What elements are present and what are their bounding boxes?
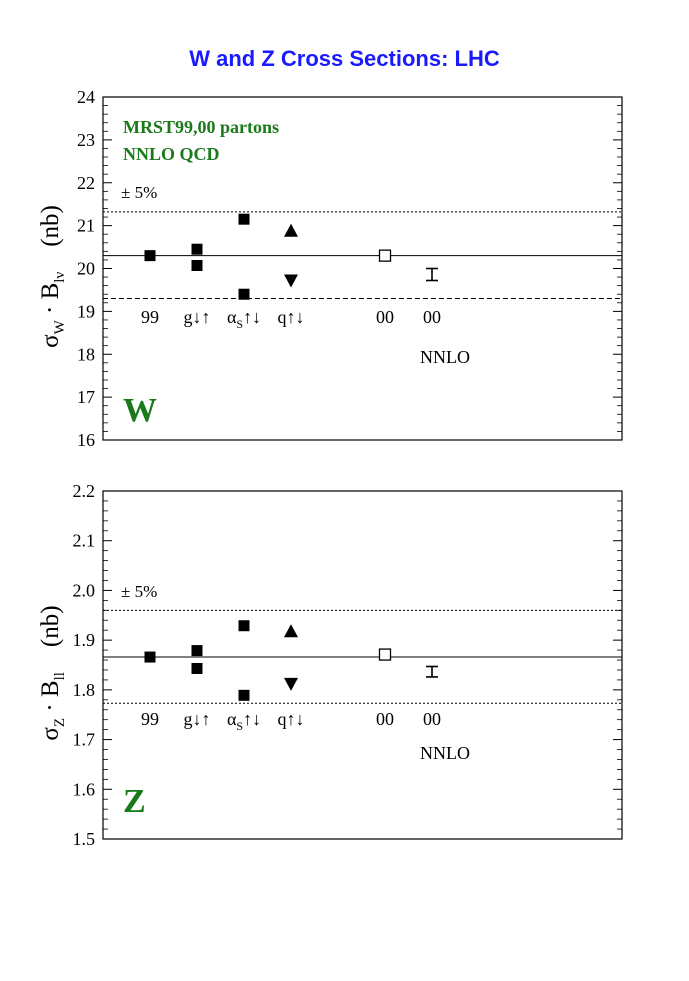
y-axis-label: σZ · Bll (nb)	[37, 605, 68, 740]
data-point-triangle-down	[284, 677, 298, 691]
annotation-text: NNLO QCD	[123, 144, 220, 164]
category-label: αS↑↓	[227, 307, 261, 331]
error-bar	[426, 267, 438, 282]
category-label: q↑↓	[278, 709, 305, 729]
y-tick-label: 22	[77, 173, 95, 193]
page-title: W and Z Cross Sections: LHC	[189, 46, 500, 71]
data-point-triangle-up	[284, 624, 298, 638]
data-point-square	[144, 250, 156, 262]
y-tick-label: 18	[77, 344, 95, 364]
plot-frame	[102, 490, 623, 840]
y-tick-label: 1.9	[73, 630, 96, 650]
y-tick-label: 24	[77, 87, 95, 107]
category-label: 99	[141, 709, 159, 729]
data-point-triangle-down	[284, 274, 298, 288]
panel-label: W	[123, 392, 157, 429]
y-tick-label: 2.0	[73, 580, 96, 600]
band-label: ± 5%	[121, 183, 157, 202]
y-tick-label: 1.8	[73, 680, 96, 700]
data-point-open-square	[378, 648, 392, 661]
data-point-square	[238, 689, 250, 701]
category-label: 00	[423, 709, 441, 729]
panel-Z: 1.5 1.6 1.7 1.8 1.9 2.0 2.1 2.2 ± 5% Z 99 g↓↑ αS↑↓ q↑…	[37, 481, 623, 849]
category-sublabel: NNLO	[420, 347, 470, 367]
y-tick-label: 19	[77, 301, 95, 321]
y-tick-label: 23	[77, 130, 95, 150]
data-point-square	[238, 213, 250, 225]
panel-W: 16 17 18 19 20 21 22 23 24 ± 5% MRST99,00 partons N…	[37, 87, 623, 450]
y-tick-label: 16	[77, 430, 95, 450]
data-point-square	[191, 662, 203, 674]
data-point-triangle-up	[284, 223, 298, 237]
y-tick-label: 1.7	[73, 730, 96, 750]
y-tick-label: 2.1	[73, 531, 96, 551]
category-label: 00	[376, 709, 394, 729]
category-label: g↓↑	[184, 709, 211, 729]
y-tick-label: 20	[77, 259, 95, 279]
data-point-square	[144, 651, 156, 663]
y-axis-label: σW · Blν (nb)	[37, 205, 68, 348]
y-tick-label: 2.2	[73, 481, 96, 501]
category-label: g↓↑	[184, 307, 211, 327]
data-point-square	[238, 288, 250, 300]
y-tick-label: 17	[77, 387, 95, 407]
error-bar	[426, 665, 438, 678]
data-point-open-square	[378, 249, 392, 262]
category-label: 00	[376, 307, 394, 327]
category-label: αS↑↓	[227, 709, 261, 733]
y-tick-label: 21	[77, 216, 95, 236]
category-label: 99	[141, 307, 159, 327]
category-sublabel: NNLO	[420, 743, 470, 763]
category-label: q↑↓	[278, 307, 305, 327]
panel-label: Z	[123, 783, 146, 820]
data-point-square	[191, 645, 203, 657]
category-label: 00	[423, 307, 441, 327]
band-label: ± 5%	[121, 582, 157, 601]
data-point-square	[238, 620, 250, 632]
data-point-square	[191, 259, 203, 271]
y-tick-label: 1.6	[73, 779, 96, 799]
data-point-square	[191, 243, 203, 255]
y-tick-label: 1.5	[73, 829, 96, 849]
annotation-text: MRST99,00 partons	[123, 117, 279, 137]
